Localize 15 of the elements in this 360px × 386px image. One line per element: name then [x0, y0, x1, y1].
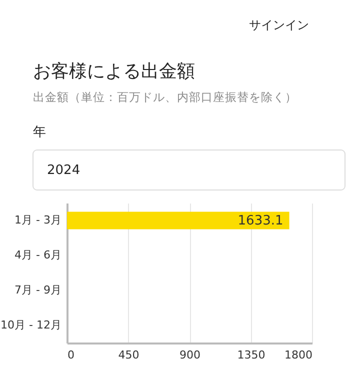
y-tick-label: 1月 - 3月 [14, 214, 62, 226]
y-tick-label: 10月 - 12月 [0, 318, 62, 332]
x-tick-label: 900 [180, 348, 200, 362]
x-tick-label: 1800 [284, 348, 312, 362]
data-label: 1633.1 [238, 214, 284, 228]
y-tick-label: 7月 - 9月 [14, 284, 62, 296]
text: 年 [33, 125, 46, 140]
chart-subtitle: 出金額（単位：百万ドル、内部口座振替を除く） [33, 90, 297, 104]
y-tick-label: 4月 - 6月 [14, 248, 62, 262]
chart-title: お客様による出金額 [33, 61, 195, 82]
x-tick-label: 450 [118, 348, 140, 362]
text: サインイン [249, 18, 309, 32]
text: 2024 [47, 163, 80, 178]
x-tick-label: 1350 [237, 348, 266, 362]
x-tick-label: 0 [68, 348, 74, 362]
